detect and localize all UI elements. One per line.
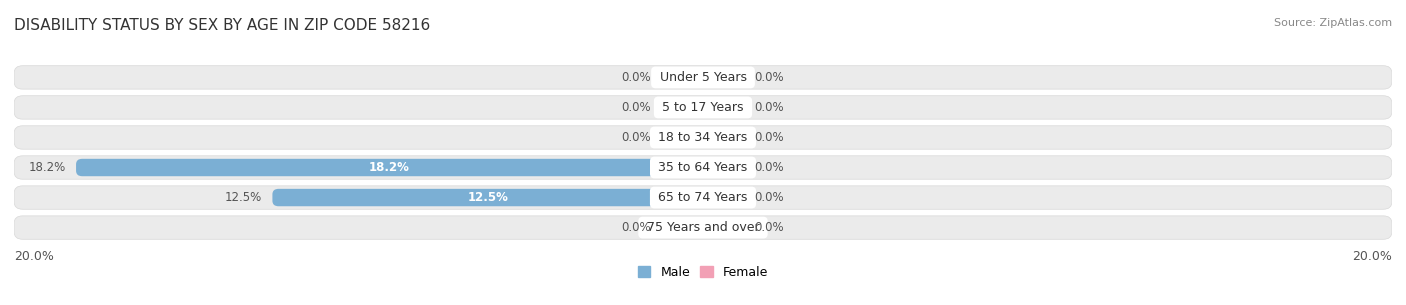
- Text: 20.0%: 20.0%: [1353, 250, 1392, 263]
- Text: Under 5 Years: Under 5 Years: [655, 71, 751, 84]
- FancyBboxPatch shape: [273, 189, 703, 206]
- FancyBboxPatch shape: [14, 96, 1392, 119]
- FancyBboxPatch shape: [662, 69, 703, 86]
- Text: 12.5%: 12.5%: [225, 191, 262, 204]
- FancyBboxPatch shape: [14, 186, 1392, 209]
- Text: 12.5%: 12.5%: [467, 191, 508, 204]
- FancyBboxPatch shape: [703, 129, 744, 146]
- Text: 0.0%: 0.0%: [755, 71, 785, 84]
- FancyBboxPatch shape: [703, 99, 744, 116]
- FancyBboxPatch shape: [703, 189, 744, 206]
- Text: 35 to 64 Years: 35 to 64 Years: [654, 161, 752, 174]
- FancyBboxPatch shape: [662, 129, 703, 146]
- Text: Source: ZipAtlas.com: Source: ZipAtlas.com: [1274, 18, 1392, 28]
- Text: 0.0%: 0.0%: [755, 191, 785, 204]
- FancyBboxPatch shape: [14, 126, 1392, 149]
- Text: 75 Years and over: 75 Years and over: [643, 221, 763, 234]
- Text: 0.0%: 0.0%: [755, 221, 785, 234]
- FancyBboxPatch shape: [76, 159, 703, 176]
- FancyBboxPatch shape: [703, 69, 744, 86]
- Legend: Male, Female: Male, Female: [638, 266, 768, 279]
- Text: 18.2%: 18.2%: [370, 161, 411, 174]
- FancyBboxPatch shape: [14, 66, 1392, 89]
- Text: 0.0%: 0.0%: [755, 101, 785, 114]
- FancyBboxPatch shape: [14, 156, 1392, 179]
- Text: 18.2%: 18.2%: [28, 161, 66, 174]
- Text: 65 to 74 Years: 65 to 74 Years: [654, 191, 752, 204]
- Text: 0.0%: 0.0%: [755, 131, 785, 144]
- FancyBboxPatch shape: [662, 99, 703, 116]
- Text: 0.0%: 0.0%: [621, 71, 651, 84]
- FancyBboxPatch shape: [703, 219, 744, 236]
- Text: 5 to 17 Years: 5 to 17 Years: [658, 101, 748, 114]
- Text: 0.0%: 0.0%: [621, 131, 651, 144]
- Text: 0.0%: 0.0%: [755, 161, 785, 174]
- Text: 18 to 34 Years: 18 to 34 Years: [654, 131, 752, 144]
- FancyBboxPatch shape: [14, 216, 1392, 239]
- Text: 20.0%: 20.0%: [14, 250, 53, 263]
- FancyBboxPatch shape: [703, 159, 744, 176]
- Text: DISABILITY STATUS BY SEX BY AGE IN ZIP CODE 58216: DISABILITY STATUS BY SEX BY AGE IN ZIP C…: [14, 18, 430, 33]
- Text: 0.0%: 0.0%: [621, 221, 651, 234]
- FancyBboxPatch shape: [662, 219, 703, 236]
- Text: 0.0%: 0.0%: [621, 101, 651, 114]
